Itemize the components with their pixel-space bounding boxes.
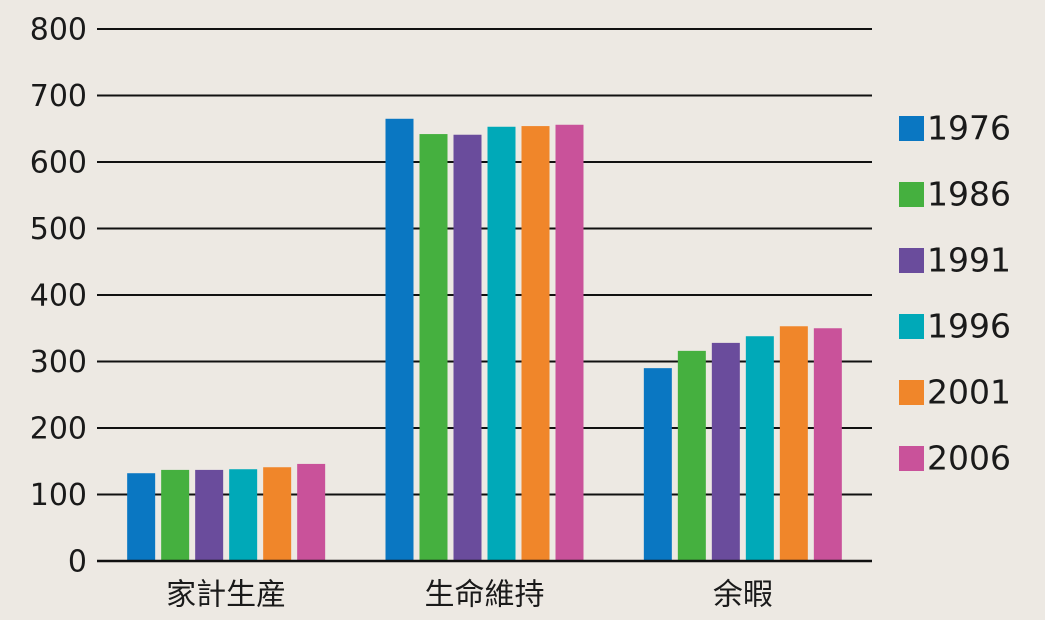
bar (813, 328, 842, 561)
bar (643, 368, 672, 561)
legend-swatch (899, 380, 924, 405)
y-tick-label: 700 (30, 79, 87, 114)
bar (385, 118, 414, 562)
legend-swatch (899, 248, 924, 273)
legend-label: 1986 (927, 175, 1011, 214)
bar (487, 126, 516, 561)
legend-label: 2006 (927, 439, 1011, 478)
y-tick-label: 500 (30, 212, 87, 247)
y-tick-label: 400 (30, 279, 87, 314)
y-tick-label: 300 (30, 345, 87, 380)
y-tick-label: 0 (68, 545, 87, 580)
y-tick-label: 200 (30, 412, 87, 447)
bar (195, 469, 224, 561)
bar (453, 134, 482, 562)
bar (161, 469, 190, 561)
bar (745, 336, 774, 561)
x-tick-label: 生命維持 (425, 578, 545, 613)
bar (127, 473, 156, 561)
bar (229, 469, 258, 561)
legend-label: 1991 (927, 241, 1011, 280)
x-tick-label: 家計生産 (166, 578, 286, 613)
legend-swatch (899, 446, 924, 471)
bar (555, 124, 584, 561)
legend-swatch (899, 314, 924, 339)
x-tick-label: 余暇 (713, 578, 773, 613)
bar (711, 342, 740, 561)
y-tick-label: 100 (30, 478, 87, 513)
bar (263, 467, 292, 561)
bar (677, 350, 706, 561)
legend-label: 2001 (927, 373, 1011, 412)
bar (297, 463, 326, 561)
legend-label: 1976 (927, 109, 1011, 148)
bar (521, 126, 550, 561)
legend-swatch (899, 116, 924, 141)
y-tick-label: 800 (30, 13, 87, 48)
bar (779, 326, 808, 561)
legend-swatch (899, 182, 924, 207)
bar (419, 134, 448, 561)
legend-label: 1996 (927, 307, 1011, 346)
y-tick-label: 600 (30, 146, 87, 181)
